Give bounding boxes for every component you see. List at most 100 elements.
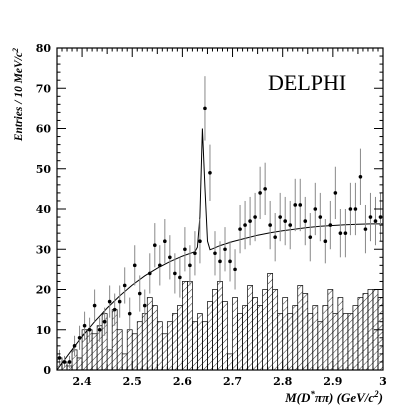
histogram-bar: [126, 329, 133, 371]
histogram-bar: [342, 313, 349, 371]
histogram-bar: [337, 297, 344, 371]
histogram-bar: [187, 281, 193, 371]
data-point: [243, 223, 247, 227]
data-point: [188, 263, 192, 268]
data-point: [338, 231, 343, 235]
data-point: [82, 323, 87, 328]
histogram-bar: [302, 293, 309, 371]
histogram-bar: [282, 297, 289, 371]
data-point: [373, 219, 378, 223]
histogram-bar: [327, 289, 334, 371]
histogram-bar: [166, 321, 173, 371]
y-axis-title: Entries / 10 MeV/c2: [11, 48, 25, 142]
histogram-bar: [347, 313, 354, 371]
histogram-bar: [367, 289, 374, 371]
data-point: [353, 207, 358, 211]
x-tick-label: 2.8: [273, 375, 292, 388]
histogram-bar: [247, 285, 253, 371]
x-tick-label: 2.5: [123, 375, 142, 388]
data-point: [308, 235, 313, 239]
data-point: [318, 215, 323, 219]
data-point: [163, 239, 167, 243]
data-point: [268, 223, 272, 227]
histogram-bar: [322, 305, 329, 371]
data-point: [158, 263, 162, 268]
data-point: [273, 235, 277, 239]
data-point: [323, 239, 328, 243]
data-point: [333, 191, 338, 195]
data-point: [288, 223, 293, 227]
data-point: [278, 215, 282, 219]
data-point: [343, 231, 348, 235]
y-tick-label: 60: [36, 123, 52, 136]
histogram-bar: [287, 313, 294, 371]
data-point: [77, 336, 82, 340]
data-point: [153, 243, 157, 248]
y-tick-label: 10: [36, 324, 52, 337]
histogram-bar: [192, 321, 198, 371]
y-tick-label: 70: [36, 82, 52, 95]
histogram-bar: [76, 357, 83, 371]
x-tick-label: 2.4: [73, 375, 92, 388]
histogram-bar: [207, 301, 213, 371]
histogram-bar: [312, 305, 319, 371]
y-tick-label: 0: [43, 364, 51, 377]
data-point: [168, 255, 172, 260]
x-axis: 2.4 2.5 2.6 2.7 2.8 2.9 3: [61, 48, 387, 388]
histogram-bar: [197, 313, 203, 371]
data-point: [233, 267, 237, 272]
histogram-bar: [352, 305, 359, 371]
data-point: [122, 283, 127, 288]
experiment-label: DELPHI: [268, 70, 346, 95]
data-point: [293, 203, 298, 207]
histogram-bar: [141, 313, 148, 371]
histogram-bar: [232, 297, 238, 371]
data-point: [112, 307, 117, 312]
data-point: [218, 259, 222, 264]
data-point: [303, 219, 308, 223]
histogram-bar: [182, 281, 188, 371]
x-tick-label: 3: [379, 375, 387, 388]
background-histogram: [56, 273, 384, 371]
histogram-bar: [257, 305, 263, 371]
histogram-bar: [277, 313, 284, 371]
data-point: [147, 271, 152, 276]
histogram-bar: [91, 333, 98, 371]
histogram-bar: [242, 305, 248, 371]
data-point: [102, 319, 107, 324]
histogram-bar: [307, 313, 314, 371]
data-point: [127, 311, 132, 316]
fit-curve: [56, 128, 383, 371]
histogram-bar: [217, 281, 223, 371]
data-point: [248, 219, 252, 223]
data-point: [328, 223, 333, 227]
data-point: [363, 227, 368, 231]
histogram-bar: [262, 289, 268, 371]
data-point: [72, 344, 77, 348]
y-tick-label: 80: [36, 42, 52, 55]
histogram-bar: [377, 297, 384, 371]
x-tick-label: 2.6: [173, 375, 192, 388]
histogram-bar: [212, 289, 218, 371]
histogram-bar: [237, 313, 243, 371]
data-point: [208, 170, 212, 175]
data-point: [298, 203, 303, 207]
histogram-bar: [156, 321, 163, 371]
histogram-bar: [332, 313, 339, 371]
data-point: [87, 327, 92, 332]
histogram-bar: [172, 313, 178, 371]
data-point: [348, 207, 353, 211]
y-tick-label: 50: [36, 163, 52, 176]
data-point: [223, 247, 227, 252]
y-tick-label: 30: [36, 243, 52, 256]
histogram-bar: [227, 353, 233, 371]
histogram-bar: [121, 353, 128, 371]
data-point: [57, 356, 62, 360]
histogram-bar: [252, 297, 258, 371]
data-point: [92, 303, 97, 308]
data-point: [368, 215, 373, 219]
data-point: [228, 259, 232, 264]
data-point: [258, 191, 262, 195]
histogram-bar: [116, 329, 123, 371]
